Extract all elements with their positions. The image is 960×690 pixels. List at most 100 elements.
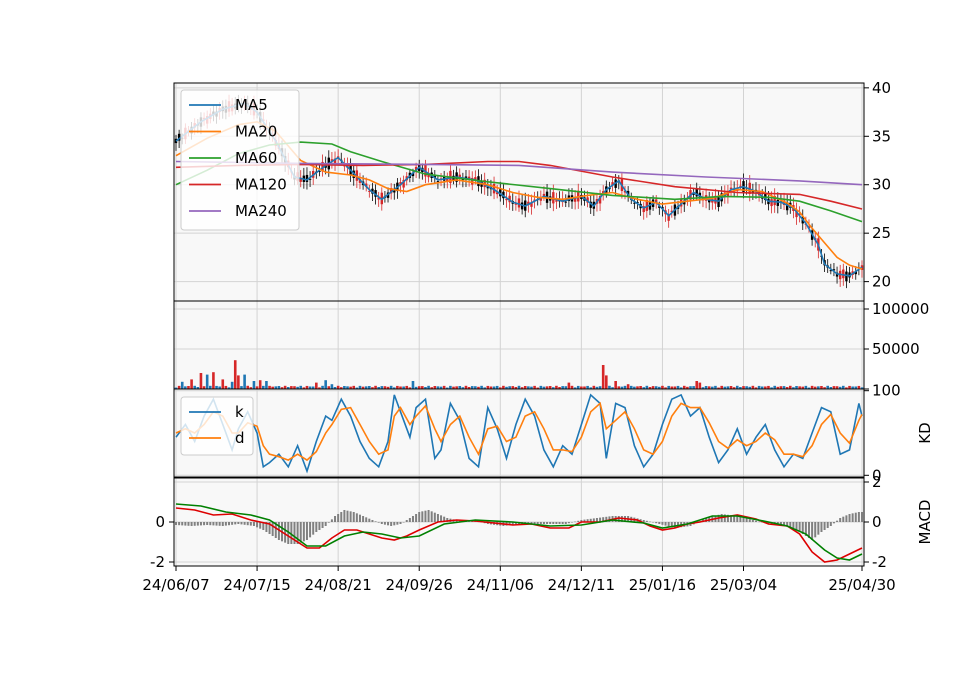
volume-bar [779, 386, 783, 389]
volume-bar [383, 386, 387, 389]
candle-body [829, 270, 833, 272]
candle-body [402, 179, 405, 188]
macd-hist-bar [583, 519, 586, 522]
macd-ytick-right-label-2: 2 [872, 473, 882, 491]
macd-hist-bar [807, 522, 810, 538]
macd-hist-bar [577, 520, 580, 522]
volume-bar [608, 385, 611, 389]
macd-hist-bar [564, 522, 567, 524]
volume-bar [629, 385, 633, 389]
volume-bar [720, 385, 723, 389]
volume-bar [570, 385, 574, 389]
macd-hist-bar [595, 518, 598, 522]
volume-bar [838, 386, 842, 389]
kd-ytick-label-0: 0 [872, 466, 882, 484]
candle-body [683, 200, 686, 205]
candle-body [785, 202, 789, 211]
macd-hist-bar [259, 522, 262, 529]
macd-hist-bar [218, 522, 221, 526]
volume-bar [854, 386, 858, 389]
price-ytick-label-25: 25 [872, 224, 891, 242]
candle-body [561, 198, 564, 203]
macd-hist-bar [848, 514, 851, 522]
volume-bar [458, 386, 462, 389]
volume-bar [355, 387, 359, 389]
volume-bar [776, 386, 780, 389]
volume-bar [333, 386, 337, 389]
macd-hist-bar [193, 522, 196, 526]
volume-bar [679, 387, 683, 389]
candle-body [368, 190, 371, 192]
macd-hist-bar [287, 522, 290, 544]
volume-bar [508, 386, 511, 389]
volume-bar [265, 381, 268, 389]
price-ytick-label-20: 20 [872, 273, 891, 291]
macd-hist-bar [511, 522, 514, 525]
macd-hist-bar [181, 522, 184, 526]
macd-hist-bar [321, 522, 324, 528]
candle-body [492, 183, 496, 194]
volume-bar [349, 386, 352, 389]
macd-hist-bar [783, 522, 786, 526]
macd-axis-label: MACD [916, 500, 934, 545]
macd-hist-bar [726, 514, 729, 522]
candle-body [832, 269, 836, 271]
volume-bar [233, 360, 237, 389]
series-d-line [175, 401, 863, 462]
volume-bar [237, 375, 240, 389]
volume-bar [402, 386, 405, 389]
volume-ytick-label-50000: 50000 [872, 340, 920, 358]
macd-hist-bar [203, 522, 206, 526]
candle-body [782, 200, 786, 205]
xtick-label-25/04/30: 25/04/30 [828, 576, 895, 594]
volume-bar [586, 385, 589, 389]
kd-ytick-label-100: 100 [872, 382, 901, 400]
volume-bar [364, 386, 368, 389]
volume-panel-bg [174, 301, 864, 389]
macd-hist-bar [443, 516, 446, 522]
macd-hist-bar [754, 520, 757, 522]
candle-body [655, 199, 658, 204]
macd-hist-bar [249, 522, 252, 526]
volume-bar [723, 386, 727, 389]
volume-bar [745, 386, 748, 389]
volume-bar [346, 386, 349, 389]
volume-bar [215, 385, 218, 389]
volume-bar [695, 381, 699, 389]
macd-hist-bar [387, 522, 390, 526]
volume-bar [686, 386, 689, 389]
macd-hist-bar [786, 522, 789, 527]
macd-hist-bar [302, 522, 305, 542]
volume-bar [380, 386, 384, 389]
volume-bar [823, 387, 826, 389]
macd-hist-bar [745, 518, 748, 522]
volume-bar [820, 386, 823, 389]
volume-bar [651, 386, 655, 389]
macd-hist-bar [427, 510, 430, 522]
candle-body [726, 192, 730, 197]
macd-hist-bar [645, 520, 648, 522]
series-ma120-line [175, 160, 863, 210]
volume-bar [449, 385, 452, 389]
macd-hist-bar [811, 522, 814, 540]
legend-label-ma120: MA120 [235, 176, 287, 194]
macd-hist-bar [349, 511, 352, 522]
macd-hist-bar [739, 516, 742, 522]
volume-bar [377, 387, 380, 389]
volume-bar [464, 385, 468, 389]
series-dea-line [175, 503, 863, 561]
volume-bar [262, 385, 265, 389]
macd-hist-bar [346, 510, 349, 522]
macd-hist-bar [362, 516, 365, 522]
volume-bar [620, 386, 624, 389]
volume-bar [614, 381, 617, 389]
macd-hist-bar [661, 522, 664, 525]
macd-hist-bar [433, 512, 436, 522]
macd-hist-bar [411, 516, 414, 522]
candle-body [586, 197, 589, 203]
series-k-line [175, 393, 863, 474]
macd-hist-bar [751, 520, 754, 522]
macd-hist-bar [340, 512, 343, 522]
macd-hist-bar [829, 522, 832, 526]
data-marks [174, 94, 864, 563]
